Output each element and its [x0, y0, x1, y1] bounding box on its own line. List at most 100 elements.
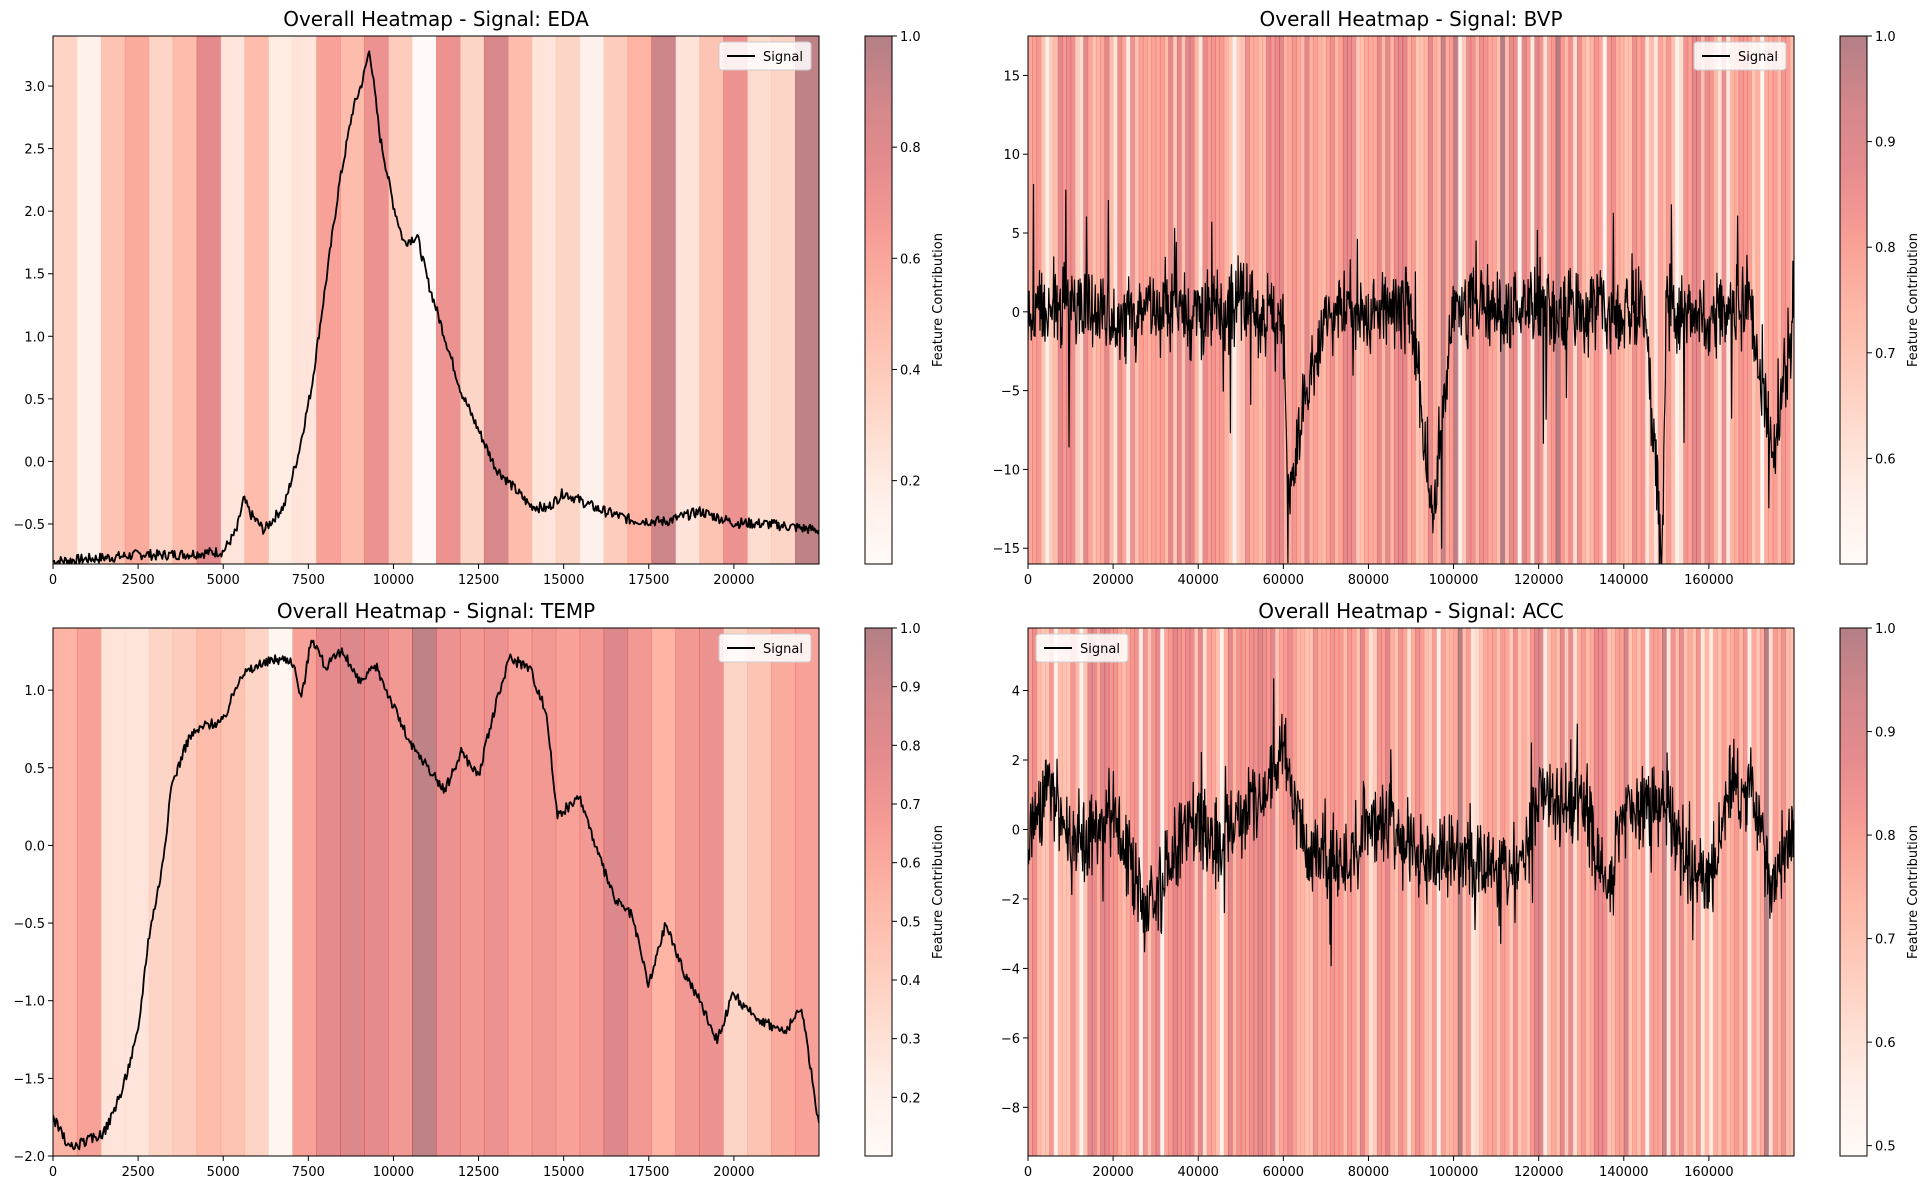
heatmap-band — [1049, 628, 1055, 1156]
plot-area — [53, 628, 819, 1156]
heatmap-band — [1645, 628, 1650, 1156]
heatmap-band — [1606, 628, 1612, 1156]
heatmap-band — [1274, 628, 1280, 1156]
heatmap-band — [100, 36, 126, 564]
y-tick-label: 0 — [1012, 306, 1020, 321]
heatmap-band — [1432, 36, 1438, 564]
colorbar-tick-label: 0.3 — [900, 1033, 921, 1048]
colorbar-tick-label: 0.8 — [900, 739, 921, 754]
heatmap-band — [1547, 628, 1553, 1156]
heatmap-band — [1045, 36, 1050, 564]
heatmap-band — [1062, 628, 1067, 1156]
heatmap-band — [1445, 36, 1450, 564]
heatmap-band — [1325, 628, 1331, 1156]
heatmap-band — [1691, 628, 1697, 1156]
heatmap-band — [100, 628, 126, 1156]
heatmap-band — [1151, 628, 1157, 1156]
colorbar-tick-label: 0.7 — [1875, 347, 1896, 362]
colorbar-tick-label: 0.6 — [1875, 452, 1896, 467]
heatmap-band — [220, 628, 246, 1156]
legend-label: Signal — [1080, 642, 1120, 657]
heatmap-band — [459, 628, 485, 1156]
heatmap-band — [1538, 628, 1544, 1156]
y-tick-label: −8 — [1001, 1101, 1020, 1116]
heatmap-band — [1751, 628, 1757, 1156]
colorbar-tick-label: 0.4 — [900, 363, 921, 378]
heatmap-band — [1232, 36, 1238, 564]
heatmap-band — [1206, 628, 1212, 1156]
heatmap-band — [1581, 628, 1587, 1156]
heatmap-band — [483, 628, 509, 1156]
heatmap-band — [1113, 36, 1118, 564]
heatmap-band — [1759, 628, 1765, 1156]
heatmap-band — [1300, 628, 1306, 1156]
heatmap-band — [1781, 36, 1787, 564]
legend-label: Signal — [763, 50, 803, 65]
colorbar-tick-label: 0.4 — [900, 974, 921, 989]
x-tick-label: 100000 — [1429, 1165, 1479, 1180]
y-tick-label: −2.0 — [13, 1150, 45, 1165]
heatmap-band — [1376, 36, 1382, 564]
x-tick-label: 80000 — [1348, 1165, 1389, 1180]
x-tick-label: 10000 — [373, 1165, 414, 1180]
heatmap-band — [1240, 628, 1246, 1156]
heatmap-band — [1330, 36, 1335, 564]
heatmap-band — [1751, 36, 1757, 564]
x-tick-label: 15000 — [543, 573, 584, 588]
colorbar-tick-label: 0.2 — [900, 475, 921, 490]
colorbar-tick-label: 0.9 — [1875, 726, 1896, 741]
heatmap-band — [1279, 36, 1284, 564]
heatmap-band — [292, 628, 317, 1156]
heatmap-band — [651, 628, 676, 1156]
heatmap-band — [1649, 628, 1655, 1156]
heatmap-band — [172, 36, 198, 564]
x-tick-label: 2500 — [122, 573, 155, 588]
legend-box — [718, 41, 812, 71]
colorbar-tick-label: 1.0 — [1875, 30, 1896, 45]
heatmap-band — [1755, 36, 1761, 564]
y-tick-label: −2 — [1001, 893, 1020, 908]
heatmap-band — [1674, 628, 1680, 1156]
heatmap-band — [1598, 36, 1604, 564]
heatmap-band — [483, 36, 509, 564]
y-tick-label: −0.5 — [13, 518, 45, 533]
heatmap-band — [1181, 36, 1187, 564]
heatmap-band — [1334, 628, 1340, 1156]
heatmap-band — [1525, 628, 1531, 1156]
heatmap-band — [1500, 628, 1506, 1156]
heatmap-band — [699, 36, 724, 564]
heatmap-band — [1776, 36, 1782, 564]
heatmap-band — [1785, 36, 1791, 564]
heatmap-band — [1364, 628, 1370, 1156]
heatmap-band — [1134, 628, 1140, 1156]
heatmap-band — [1262, 628, 1267, 1156]
heatmap-band — [1079, 628, 1084, 1156]
heatmap-band — [1636, 628, 1642, 1156]
heatmap-band — [603, 36, 629, 564]
x-tick-label: 0 — [1024, 1165, 1032, 1180]
heatmap-band — [1057, 628, 1063, 1156]
heatmap-band — [196, 628, 222, 1156]
heatmap-band — [723, 36, 748, 564]
heatmap-band — [1789, 628, 1794, 1156]
heatmap-band — [1623, 628, 1629, 1156]
heatmap-band — [1564, 628, 1570, 1156]
heatmap-band — [1581, 36, 1587, 564]
chart-4: Overall Heatmap - Signal: ACC 0 20000 40000… — [1001, 599, 1921, 1180]
heatmap-band — [1742, 628, 1748, 1156]
heatmap-band — [555, 628, 581, 1156]
legend-box — [1693, 41, 1787, 71]
heatmap-band — [1168, 628, 1174, 1156]
heatmap-band — [148, 36, 174, 564]
y-tick-label: 0.0 — [24, 455, 45, 470]
heatmap-band — [579, 36, 605, 564]
colorbar-tick-label: 0.6 — [1875, 1036, 1896, 1051]
heatmap-band — [1423, 36, 1429, 564]
legend-label: Signal — [1738, 50, 1778, 65]
heatmap-band — [1666, 628, 1672, 1156]
heatmap-band — [1696, 36, 1701, 564]
heatmap-band — [1602, 628, 1608, 1156]
heatmap-band — [1308, 628, 1314, 1156]
heatmap-band — [316, 628, 341, 1156]
heatmap-band — [1091, 628, 1097, 1156]
